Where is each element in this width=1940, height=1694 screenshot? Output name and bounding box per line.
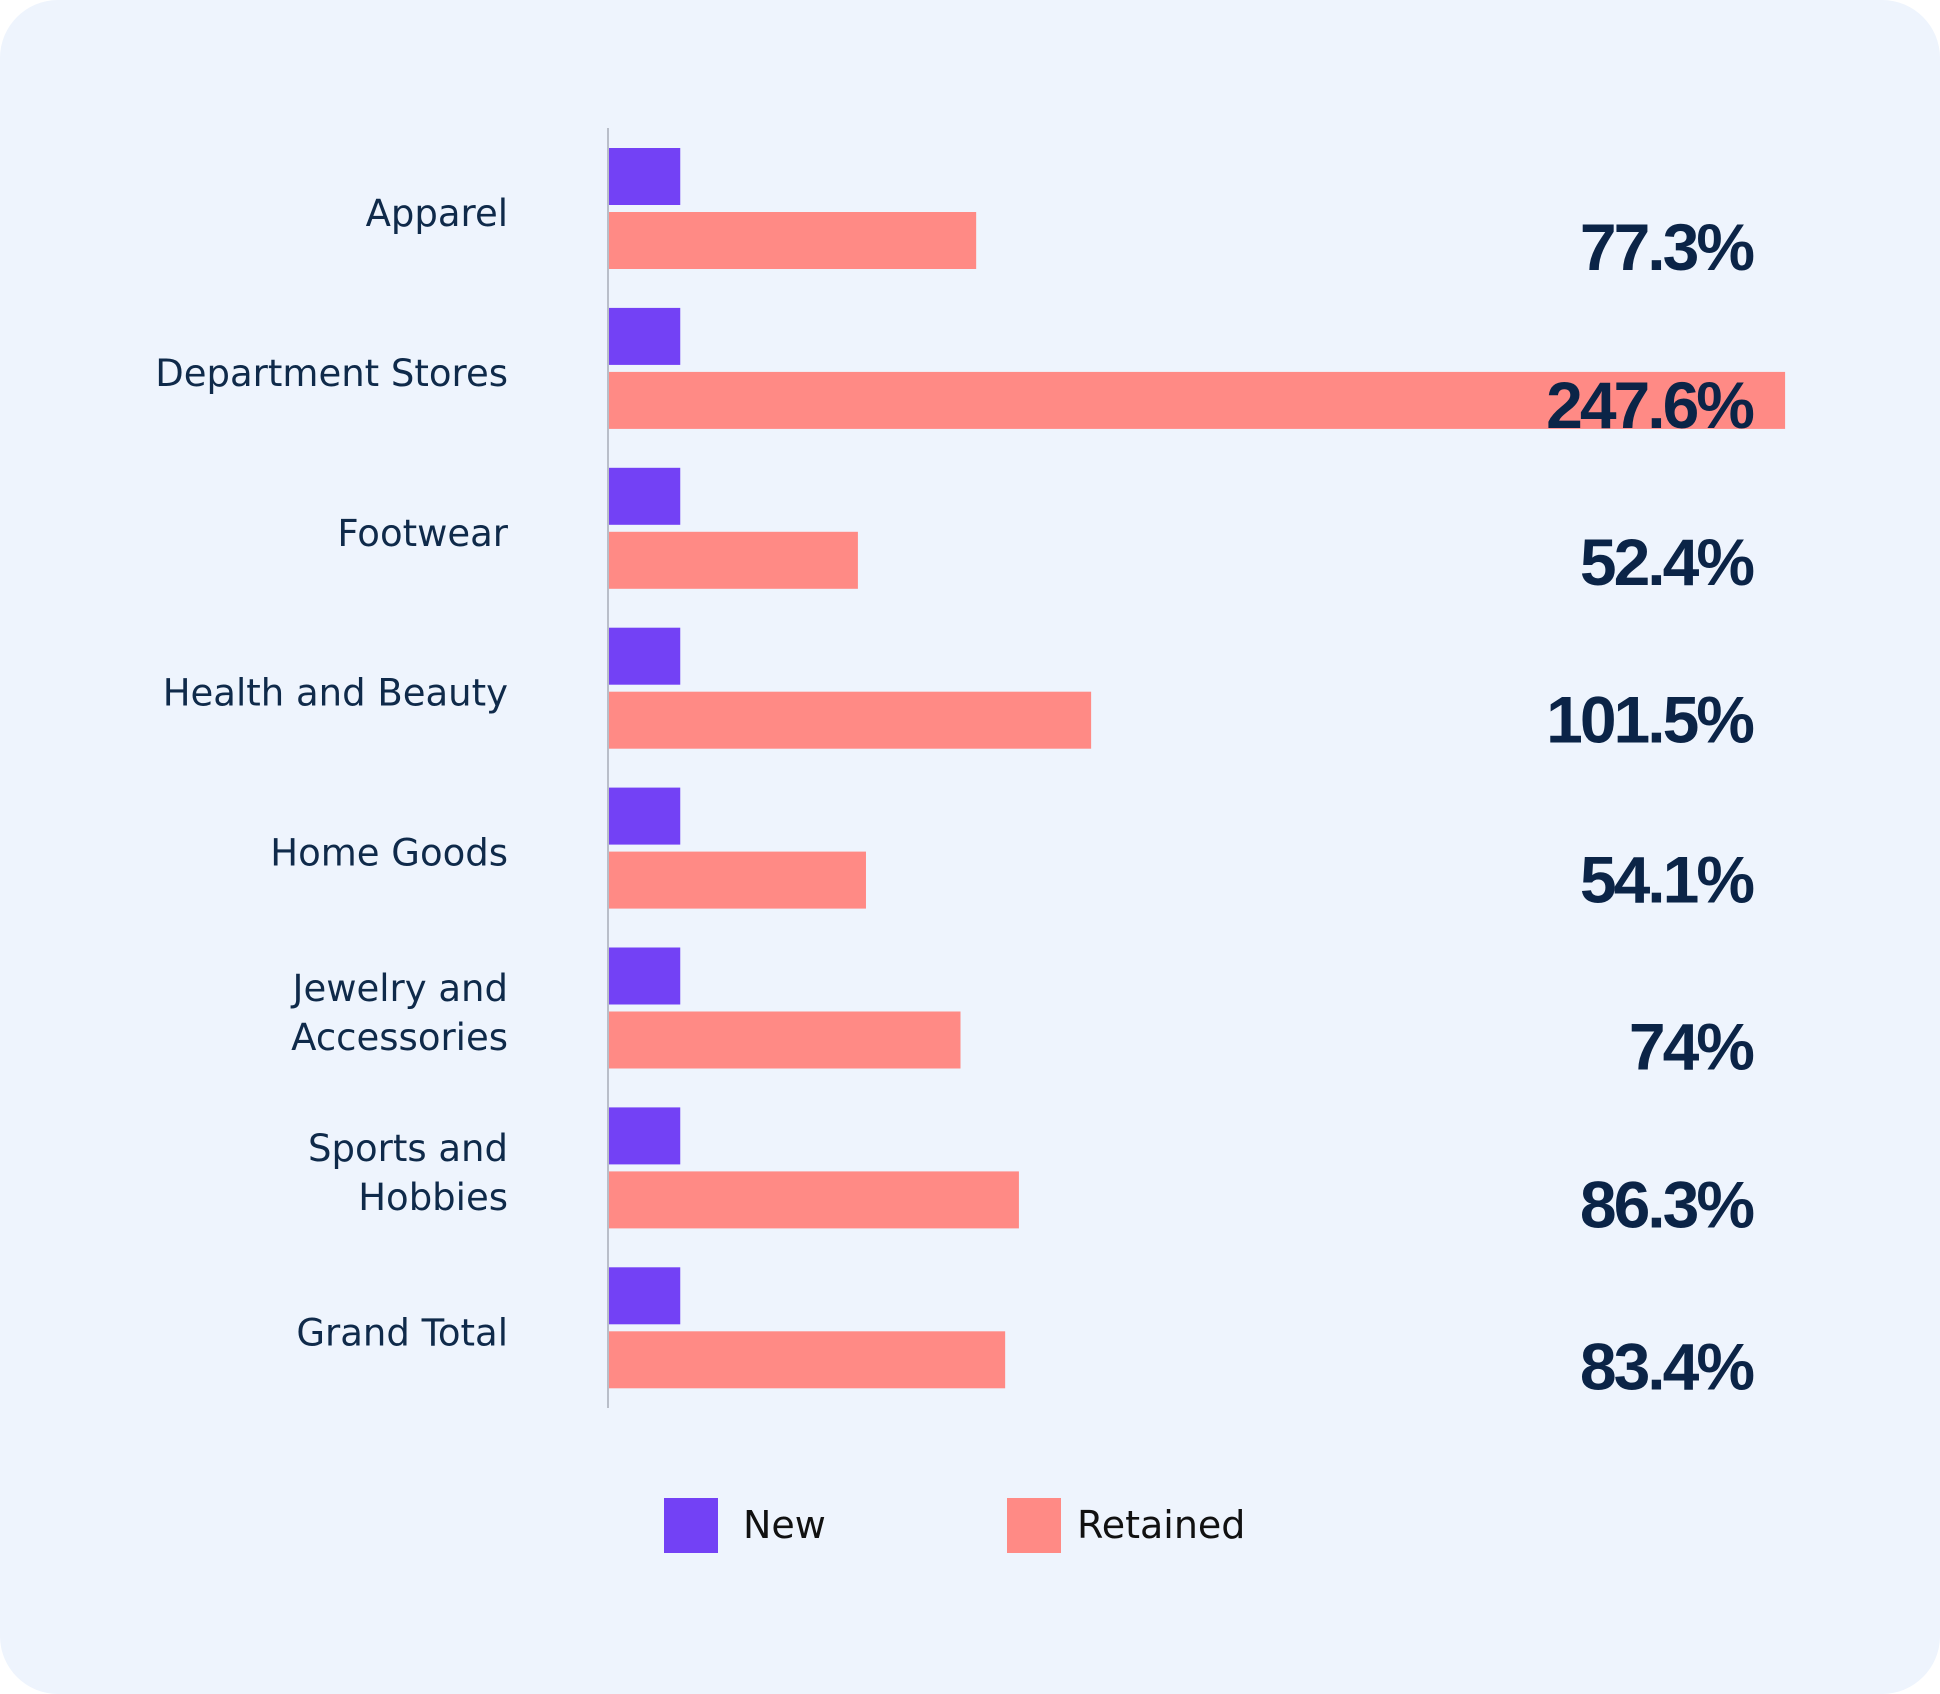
legend-swatch-new [664, 1498, 718, 1553]
category-label-line: Hobbies [358, 1176, 508, 1219]
bar-new-7 [609, 1267, 681, 1325]
bar-new-2 [609, 467, 681, 525]
category-label-line: Apparel [366, 192, 508, 235]
value-label: 52.4% [1580, 525, 1753, 599]
category-labels: Apparel Department Stores Footwear Health a… [155, 192, 509, 1354]
bar-retained-7 [609, 1331, 1006, 1389]
category-label: Grand Total [296, 1311, 508, 1354]
bar-retained-2 [609, 531, 858, 589]
bar-new-4 [609, 787, 681, 845]
bar-retained-0 [609, 212, 977, 269]
category-label: Sports and Hobbies [308, 1127, 508, 1219]
category-label-line: Home Goods [270, 832, 508, 875]
bar-new-1 [609, 307, 681, 365]
legend-label-new: New [743, 1503, 826, 1547]
category-label: Apparel [366, 192, 508, 235]
bars-group [609, 148, 1786, 1389]
category-label-line: Sports and [308, 1127, 508, 1170]
category-label: Footwear [337, 512, 508, 555]
bar-retained-4 [609, 851, 866, 909]
bar-new-6 [609, 1107, 681, 1165]
category-label-line: Accessories [291, 1016, 508, 1059]
category-label: Health and Beauty [163, 672, 508, 715]
category-label-line: Department Stores [155, 352, 508, 395]
bar-retained-6 [609, 1171, 1019, 1229]
bar-retained-1 [609, 371, 1786, 429]
value-label: 247.6% [1546, 368, 1753, 442]
value-label: 74% [1629, 1010, 1753, 1084]
category-label: Jewelry and Accessories [291, 967, 508, 1059]
category-label-line: Grand Total [296, 1311, 508, 1354]
bar-retained-5 [609, 1011, 961, 1069]
bar-new-0 [609, 148, 681, 205]
value-label: 101.5% [1546, 683, 1753, 757]
category-label-line: Jewelry and [291, 967, 508, 1010]
value-labels: 77.3% 247.6% 52.4% 101.5% 54.1% 74% 86.3% 83.4% [1546, 210, 1756, 1403]
category-label-line: Footwear [337, 512, 508, 555]
value-label: 83.4% [1580, 1329, 1753, 1403]
legend-swatch-retained [1007, 1498, 1061, 1553]
bar-new-5 [609, 947, 681, 1005]
value-label: 54.1% [1580, 843, 1753, 917]
bar-new-3 [609, 627, 681, 685]
bar-retained-3 [609, 691, 1092, 749]
legend-label-retained: Retained [1077, 1503, 1245, 1547]
value-label: 77.3% [1580, 210, 1753, 284]
category-label-line: Health and Beauty [163, 672, 508, 715]
category-label: Home Goods [270, 832, 508, 875]
legend: New Retained [664, 1498, 1245, 1553]
category-label: Department Stores [155, 352, 508, 395]
value-label: 86.3% [1580, 1167, 1753, 1241]
